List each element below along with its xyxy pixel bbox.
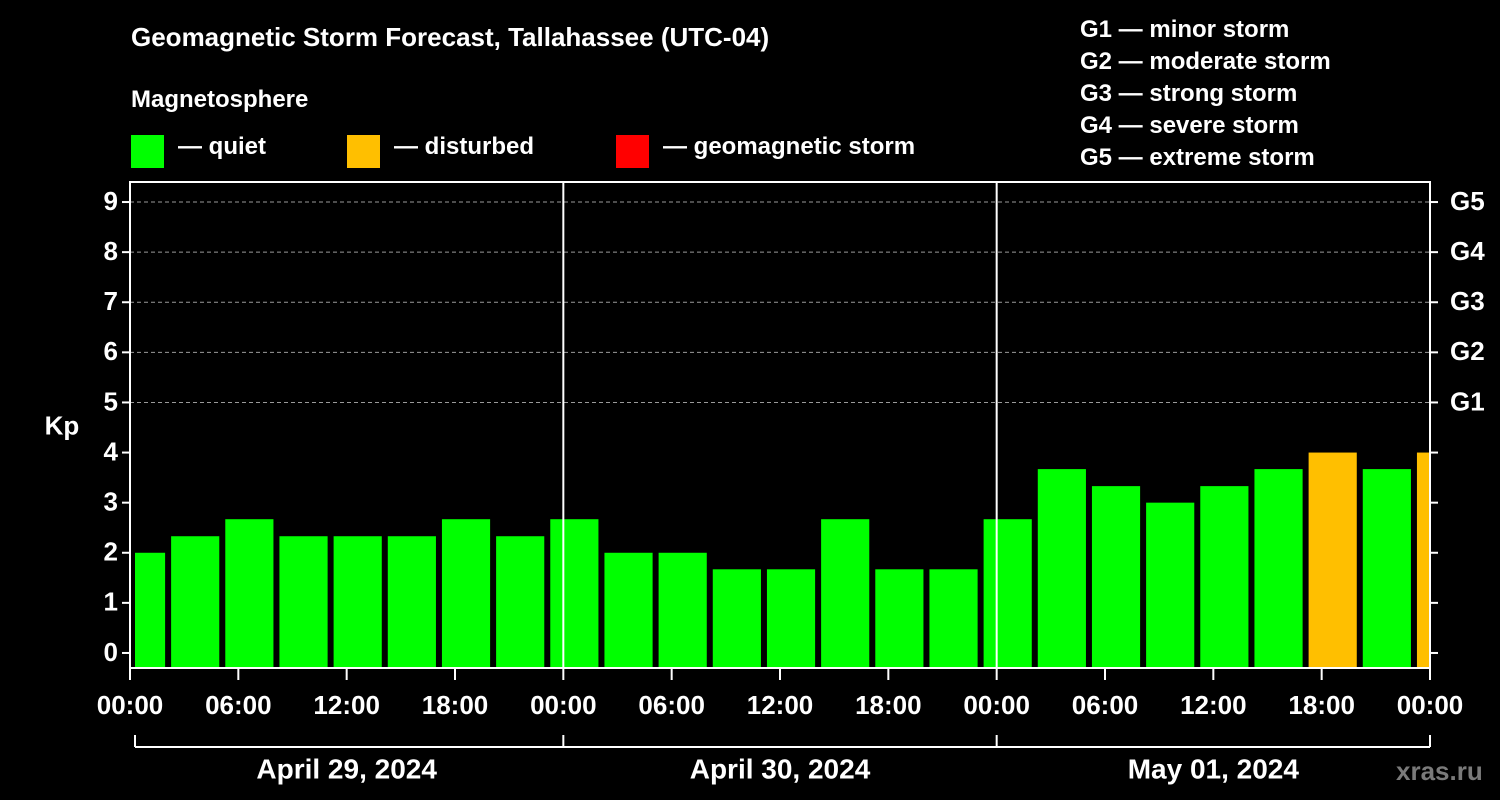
kp-bar-7 <box>496 536 545 668</box>
kp-bar-14 <box>875 569 924 668</box>
kp-bar-13 <box>821 519 870 668</box>
g-scale-label: G4 <box>1450 236 1485 266</box>
y-tick-label: 2 <box>104 537 118 567</box>
kp-bar-22 <box>1308 452 1357 668</box>
storm-scale-g5: G5 — extreme storm <box>1080 144 1315 171</box>
kp-bar-17 <box>1037 469 1086 668</box>
x-tick-label: 18:00 <box>1288 690 1355 720</box>
legend-item-storm: — geomagnetic storm <box>616 133 916 168</box>
kp-bar-8 <box>550 519 599 668</box>
kp-bar-15 <box>929 569 978 668</box>
y-axis-label: Kp <box>45 410 80 440</box>
x-tick-label: 00:00 <box>530 690 597 720</box>
kp-bar-4 <box>333 536 382 668</box>
kp-bar-6 <box>441 519 491 668</box>
x-tick-label: 18:00 <box>855 690 922 720</box>
kp-bar-19 <box>1146 502 1195 668</box>
legend-swatch-quiet <box>131 134 164 168</box>
kp-bar-5 <box>387 536 436 668</box>
y-tick-label: 8 <box>104 236 118 266</box>
legend-item-quiet: — quiet <box>131 133 266 168</box>
y-tick-label: 4 <box>104 436 119 466</box>
kp-bar-18 <box>1091 486 1141 668</box>
kp-bar-21 <box>1254 469 1303 668</box>
kp-bar-20 <box>1200 486 1249 668</box>
legend-title: Magnetosphere <box>131 86 309 113</box>
kp-bar-1 <box>171 536 220 668</box>
y-tick-label: 0 <box>104 637 118 667</box>
kp-bar-2 <box>225 519 274 668</box>
g-scale-label: G5 <box>1450 186 1485 216</box>
date-label: April 29, 2024 <box>256 753 437 784</box>
x-tick-label: 00:00 <box>97 690 164 720</box>
x-tick-label: 00:00 <box>963 690 1030 720</box>
date-label: May 01, 2024 <box>1128 753 1300 784</box>
y-tick-label: 1 <box>104 587 118 617</box>
x-tick-label: 06:00 <box>638 690 705 720</box>
g-scale-label: G1 <box>1450 386 1485 416</box>
y-tick-label: 7 <box>104 286 118 316</box>
y-tick-label: 3 <box>104 487 118 517</box>
x-tick-label: 00:00 <box>1397 690 1464 720</box>
kp-bar-11 <box>712 569 761 668</box>
date-label: April 30, 2024 <box>690 753 871 784</box>
x-tick-label: 12:00 <box>1180 690 1247 720</box>
kp-bar-23 <box>1362 469 1411 668</box>
chart-title: Geomagnetic Storm Forecast, Tallahassee … <box>131 22 770 52</box>
y-tick-label: 5 <box>104 386 118 416</box>
legend-label-disturbed: — disturbed <box>394 133 535 160</box>
y-tick-label: 9 <box>104 186 118 216</box>
legend-item-disturbed: — disturbed <box>347 133 535 168</box>
storm-scale-legend: G1 — minor storm G2 — moderate storm G3 … <box>1080 14 1331 174</box>
legend-label-storm: — geomagnetic storm <box>663 133 916 160</box>
kp-bar-3 <box>279 536 328 668</box>
x-tick-label: 06:00 <box>1072 690 1139 720</box>
kp-bar-10 <box>658 552 707 668</box>
y-tick-label: 6 <box>104 336 118 366</box>
legend-label-quiet: — quiet <box>178 133 266 160</box>
legend-swatch-storm <box>616 134 649 168</box>
watermark: xras.ru <box>1396 756 1483 786</box>
legend-swatch-disturbed <box>347 134 380 168</box>
storm-scale-g4: G4 — severe storm <box>1080 112 1299 139</box>
kp-bar-12 <box>766 569 816 668</box>
kp-bar-24 <box>1416 452 1429 668</box>
x-tick-label: 12:00 <box>747 690 814 720</box>
x-tick-label: 18:00 <box>422 690 489 720</box>
x-tick-label: 06:00 <box>205 690 272 720</box>
storm-scale-g3: G3 — strong storm <box>1080 80 1298 107</box>
x-tick-label: 12:00 <box>313 690 380 720</box>
kp-bar-16 <box>983 519 1032 668</box>
kp-bar-9 <box>604 552 653 668</box>
kp-bar-0 <box>135 552 166 668</box>
g-scale-label: G2 <box>1450 336 1485 366</box>
g-scale-label: G3 <box>1450 286 1485 316</box>
storm-scale-g2: G2 — moderate storm <box>1080 48 1331 75</box>
storm-scale-g1: G1 — minor storm <box>1080 16 1290 43</box>
